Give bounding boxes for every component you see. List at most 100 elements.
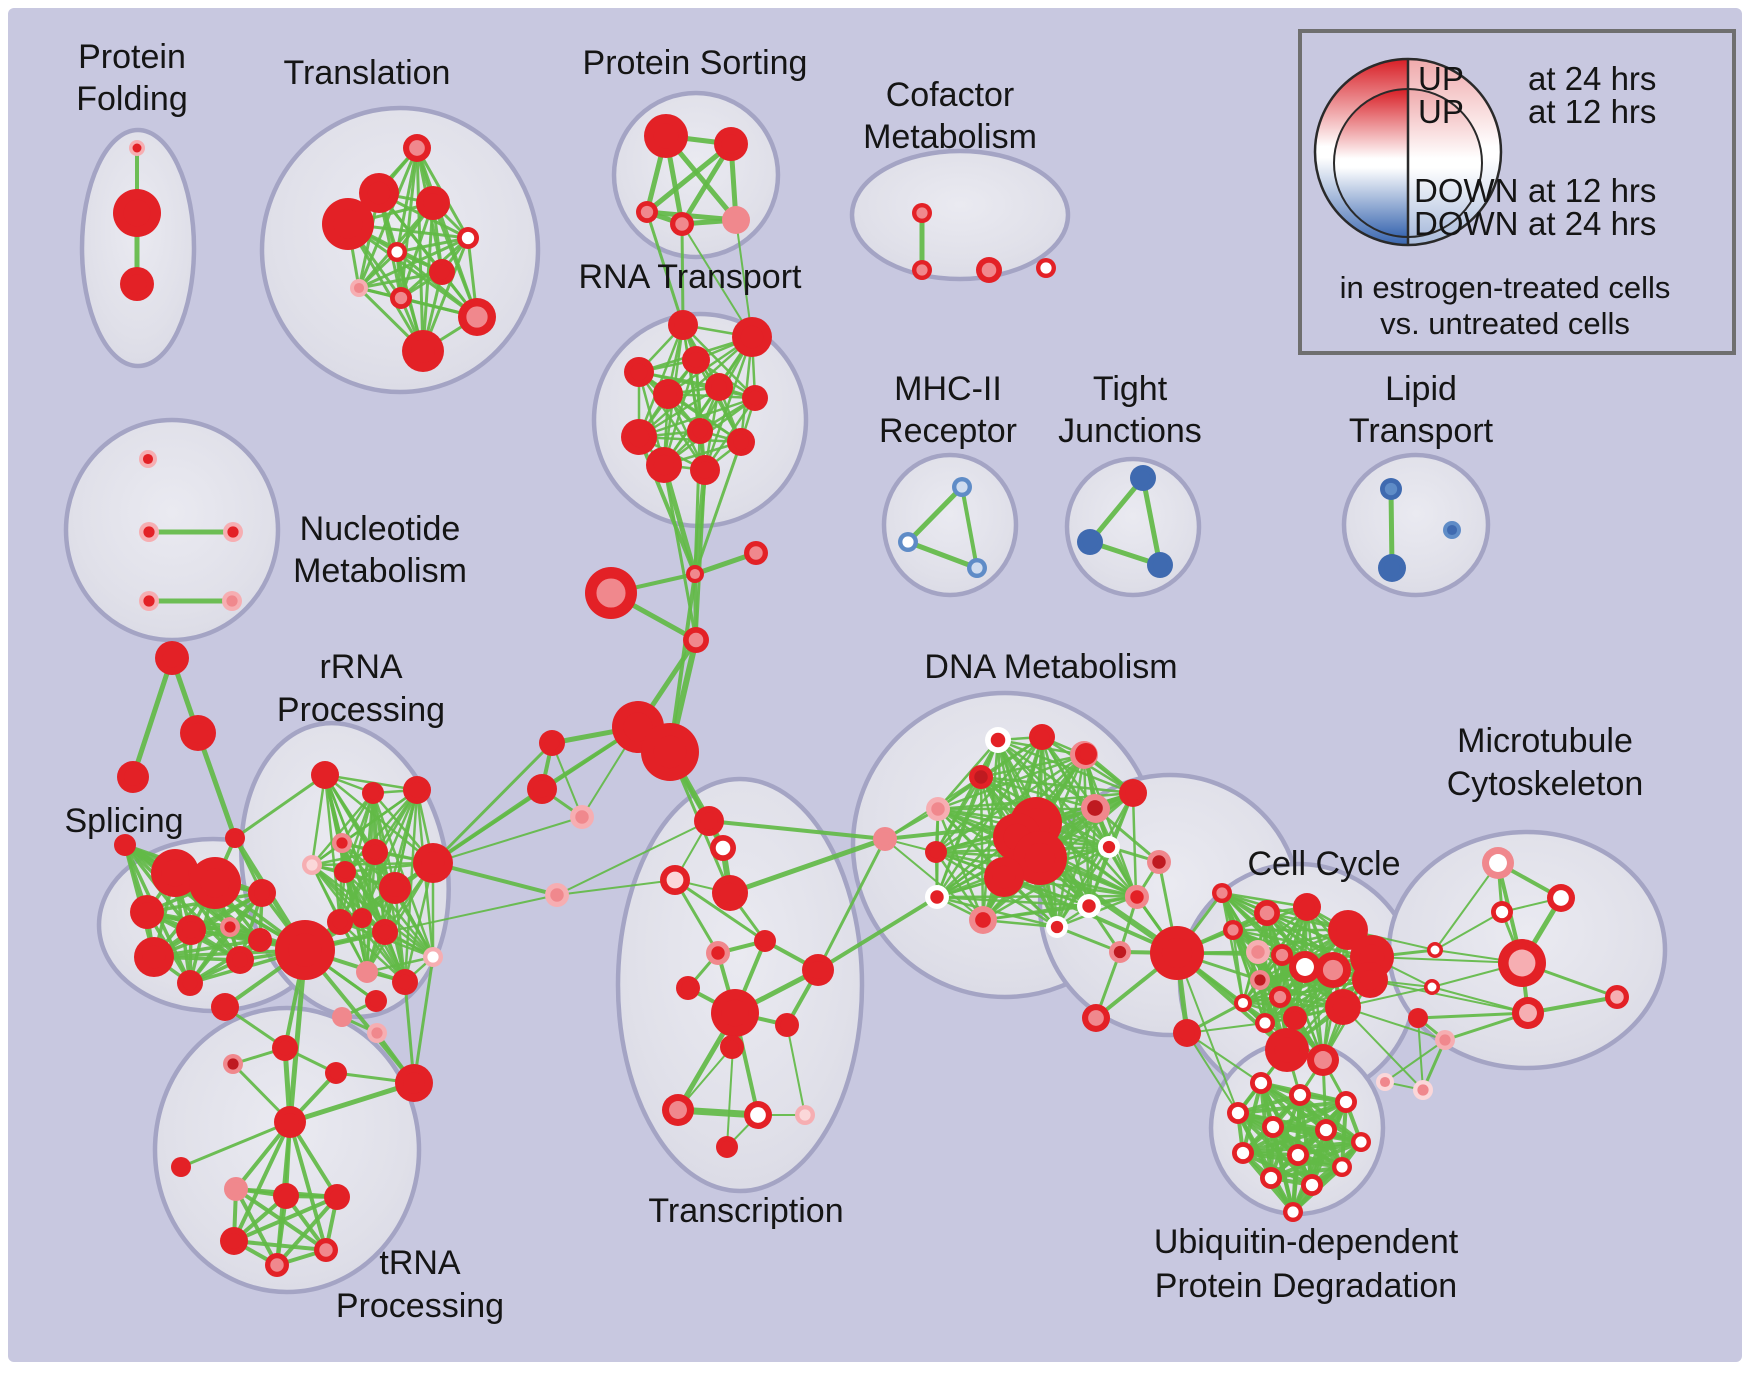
node-u9[interactable]: [1287, 1144, 1309, 1166]
node-r6[interactable]: [334, 861, 356, 883]
node-s6[interactable]: [226, 946, 254, 974]
node-tr15[interactable]: [716, 1136, 738, 1158]
node-l1[interactable]: [539, 730, 565, 756]
node-cc15[interactable]: [1352, 962, 1388, 998]
node-cc10[interactable]: [1269, 986, 1291, 1008]
node-tj1[interactable]: [1130, 465, 1156, 491]
node-cc9[interactable]: [1250, 970, 1270, 990]
node-s1[interactable]: [151, 849, 199, 897]
node-tr2[interactable]: [710, 835, 736, 861]
node-t8[interactable]: [350, 279, 368, 297]
node-r12[interactable]: [372, 919, 398, 945]
node-u4[interactable]: [1227, 1102, 1249, 1124]
node-r13[interactable]: [423, 947, 443, 967]
node-m10[interactable]: [1413, 1080, 1433, 1100]
node-tr11[interactable]: [720, 1035, 744, 1059]
node-cl1[interactable]: [1075, 743, 1097, 765]
node-u13[interactable]: [1283, 1202, 1303, 1222]
node-m5[interactable]: [1512, 997, 1544, 1029]
node-n4[interactable]: [325, 1062, 347, 1084]
node-mh3[interactable]: [967, 558, 987, 578]
node-nm3[interactable]: [223, 522, 243, 542]
node-ps1[interactable]: [644, 114, 688, 158]
node-u2[interactable]: [1289, 1084, 1311, 1106]
node-t9[interactable]: [390, 287, 412, 309]
node-mb2[interactable]: [1424, 979, 1440, 995]
node-cc12[interactable]: [1255, 1013, 1275, 1033]
node-l2[interactable]: [527, 774, 557, 804]
node-t4[interactable]: [322, 198, 374, 250]
node-r4[interactable]: [332, 833, 352, 853]
node-f1[interactable]: [686, 565, 704, 583]
node-tr8[interactable]: [676, 976, 700, 1000]
node-tr1[interactable]: [694, 806, 724, 836]
node-n7[interactable]: [332, 1007, 352, 1027]
node-m6[interactable]: [1605, 985, 1629, 1009]
node-bn[interactable]: [545, 883, 569, 907]
node-r5[interactable]: [302, 855, 322, 875]
node-sb[interactable]: [275, 920, 335, 980]
node-m7[interactable]: [1408, 1008, 1428, 1028]
node-rt5[interactable]: [653, 379, 683, 409]
node-t6[interactable]: [387, 242, 407, 262]
node-s9[interactable]: [248, 879, 276, 907]
node-u7[interactable]: [1351, 1132, 1371, 1152]
node-cc6[interactable]: [1271, 944, 1293, 966]
node-th[interactable]: [274, 1106, 306, 1138]
node-pf2[interactable]: [113, 189, 161, 237]
node-cl5[interactable]: [1125, 885, 1149, 909]
node-dn15[interactable]: [1077, 894, 1101, 918]
node-tr14[interactable]: [795, 1105, 815, 1125]
node-t7[interactable]: [429, 259, 455, 285]
node-cl6[interactable]: [1109, 941, 1131, 963]
node-u8[interactable]: [1232, 1142, 1254, 1164]
node-rt10[interactable]: [727, 428, 755, 456]
node-m3[interactable]: [1491, 901, 1513, 923]
node-tr9[interactable]: [711, 989, 759, 1037]
node-x2[interactable]: [273, 1183, 299, 1209]
node-a3[interactable]: [180, 715, 216, 751]
node-tj3[interactable]: [1147, 552, 1173, 578]
node-mb1[interactable]: [1427, 942, 1443, 958]
node-n1[interactable]: [211, 993, 239, 1021]
node-u12[interactable]: [1301, 1174, 1323, 1196]
node-cf1[interactable]: [912, 203, 932, 223]
node-dn13[interactable]: [984, 857, 1024, 897]
node-cc11[interactable]: [1234, 994, 1252, 1012]
node-tr3[interactable]: [660, 865, 690, 895]
node-tr7[interactable]: [802, 954, 834, 986]
node-tr12[interactable]: [662, 1094, 694, 1126]
node-lt2[interactable]: [1378, 554, 1406, 582]
node-x6[interactable]: [265, 1253, 289, 1277]
node-rt3[interactable]: [682, 346, 710, 374]
node-s3[interactable]: [130, 895, 164, 929]
node-mh2[interactable]: [898, 532, 918, 552]
node-u1[interactable]: [1250, 1072, 1272, 1094]
node-d1[interactable]: [225, 828, 245, 848]
node-tr10[interactable]: [775, 1013, 799, 1037]
node-cl2[interactable]: [1081, 794, 1109, 822]
node-tj2[interactable]: [1077, 529, 1103, 555]
node-nm2[interactable]: [139, 522, 159, 542]
node-n3[interactable]: [272, 1035, 298, 1061]
node-cf4[interactable]: [1036, 258, 1056, 278]
node-ps4[interactable]: [670, 212, 694, 236]
node-tr13[interactable]: [744, 1101, 772, 1129]
node-s10[interactable]: [114, 834, 136, 856]
node-u5[interactable]: [1262, 1116, 1284, 1138]
node-cc14[interactable]: [1325, 989, 1361, 1025]
node-tr5[interactable]: [754, 930, 776, 952]
node-r7[interactable]: [362, 839, 388, 865]
node-cl4[interactable]: [1147, 850, 1171, 874]
node-r14[interactable]: [356, 961, 378, 983]
node-lt1[interactable]: [1380, 478, 1402, 500]
node-dn8[interactable]: [925, 841, 947, 863]
node-mh1[interactable]: [952, 477, 972, 497]
node-nm1[interactable]: [139, 450, 157, 468]
node-s8[interactable]: [177, 970, 203, 996]
node-s2[interactable]: [189, 857, 241, 909]
node-ps3[interactable]: [636, 201, 658, 223]
node-cf3[interactable]: [976, 257, 1002, 283]
node-cc17[interactable]: [1307, 1044, 1339, 1076]
node-rt6[interactable]: [705, 373, 733, 401]
